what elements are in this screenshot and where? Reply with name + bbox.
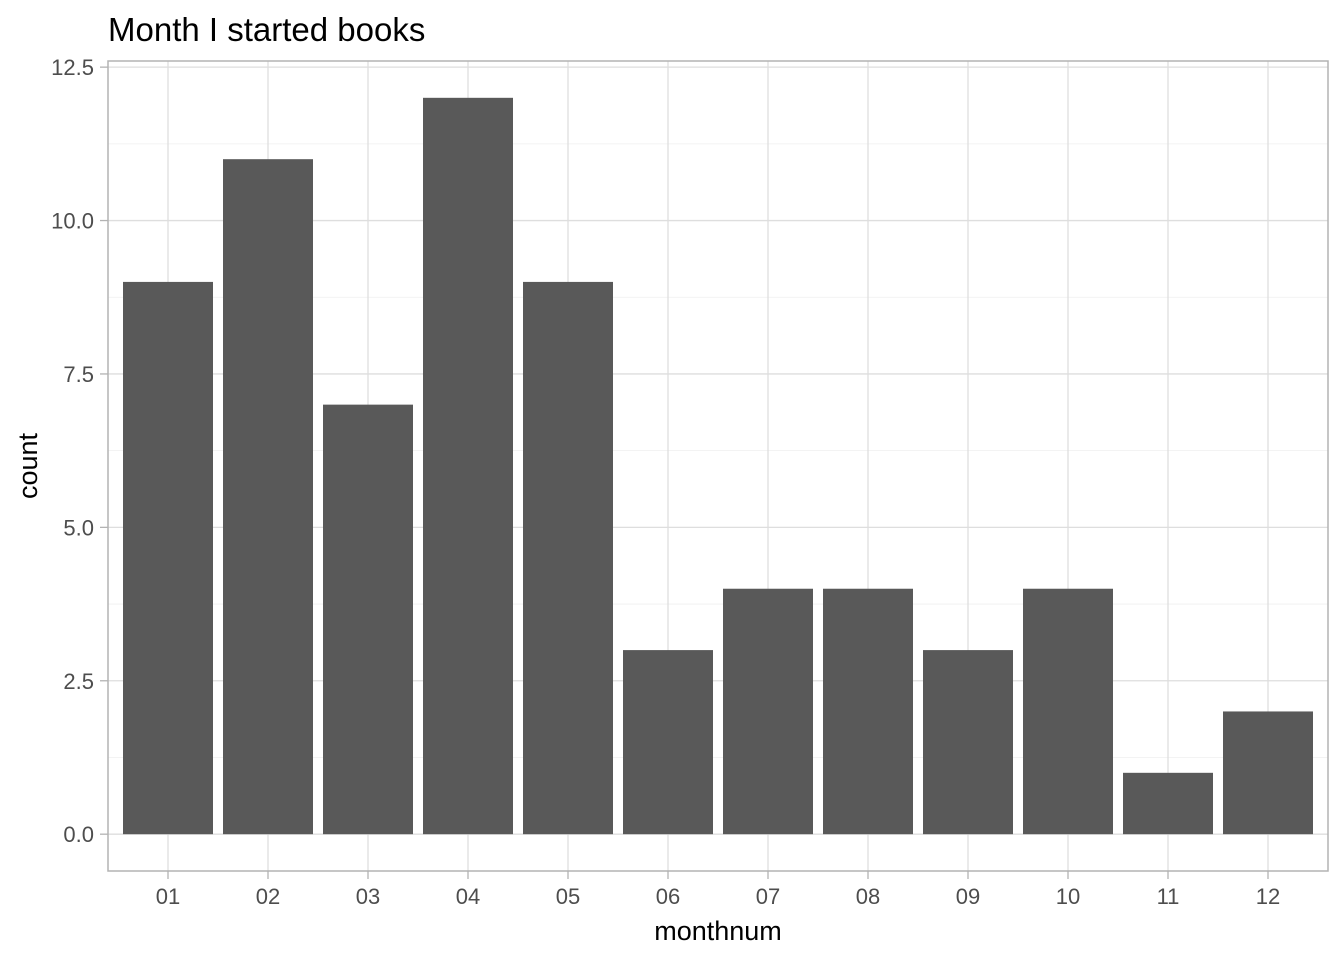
bar-01 <box>123 281 213 835</box>
bar-02 <box>223 159 313 835</box>
bar-04 <box>423 97 513 835</box>
y-tick-label: 0.0 <box>63 822 94 847</box>
bar-05 <box>523 281 613 835</box>
x-tick-label: 06 <box>656 884 680 909</box>
bar-03 <box>323 404 413 835</box>
bar-10 <box>1023 588 1113 835</box>
y-tick-label: 12.5 <box>51 55 94 80</box>
bar-12 <box>1223 711 1313 835</box>
x-tick-label: 02 <box>256 884 280 909</box>
x-tick-label: 07 <box>756 884 780 909</box>
x-axis: 01 02 03 04 05 06 07 08 09 10 11 12 <box>156 871 1280 909</box>
y-tick-label: 10.0 <box>51 209 94 234</box>
bar-08 <box>823 588 913 835</box>
x-tick-label: 05 <box>556 884 580 909</box>
x-tick-label: 12 <box>1256 884 1280 909</box>
x-tick-label: 04 <box>456 884 480 909</box>
y-tick-label: 7.5 <box>63 362 94 387</box>
bar-06 <box>623 650 713 835</box>
panel-border <box>107 60 1329 872</box>
y-axis: 0.0 2.5 5.0 7.5 10.0 12.5 <box>51 55 108 847</box>
x-tick-label: 10 <box>1056 884 1080 909</box>
bars <box>123 97 1313 835</box>
y-axis-title: count <box>13 432 43 499</box>
chart-title: Month I started books <box>108 11 425 48</box>
y-tick-label: 5.0 <box>63 515 94 540</box>
x-axis-title: monthnum <box>654 916 782 946</box>
y-tick-label: 2.5 <box>63 669 94 694</box>
x-tick-label: 01 <box>156 884 180 909</box>
bar-11 <box>1123 772 1213 835</box>
x-tick-label: 09 <box>956 884 980 909</box>
x-tick-label: 11 <box>1157 884 1180 909</box>
x-tick-label: 08 <box>856 884 880 909</box>
x-tick-label: 03 <box>356 884 380 909</box>
bar-07 <box>723 588 813 835</box>
bar-09 <box>923 650 1013 835</box>
